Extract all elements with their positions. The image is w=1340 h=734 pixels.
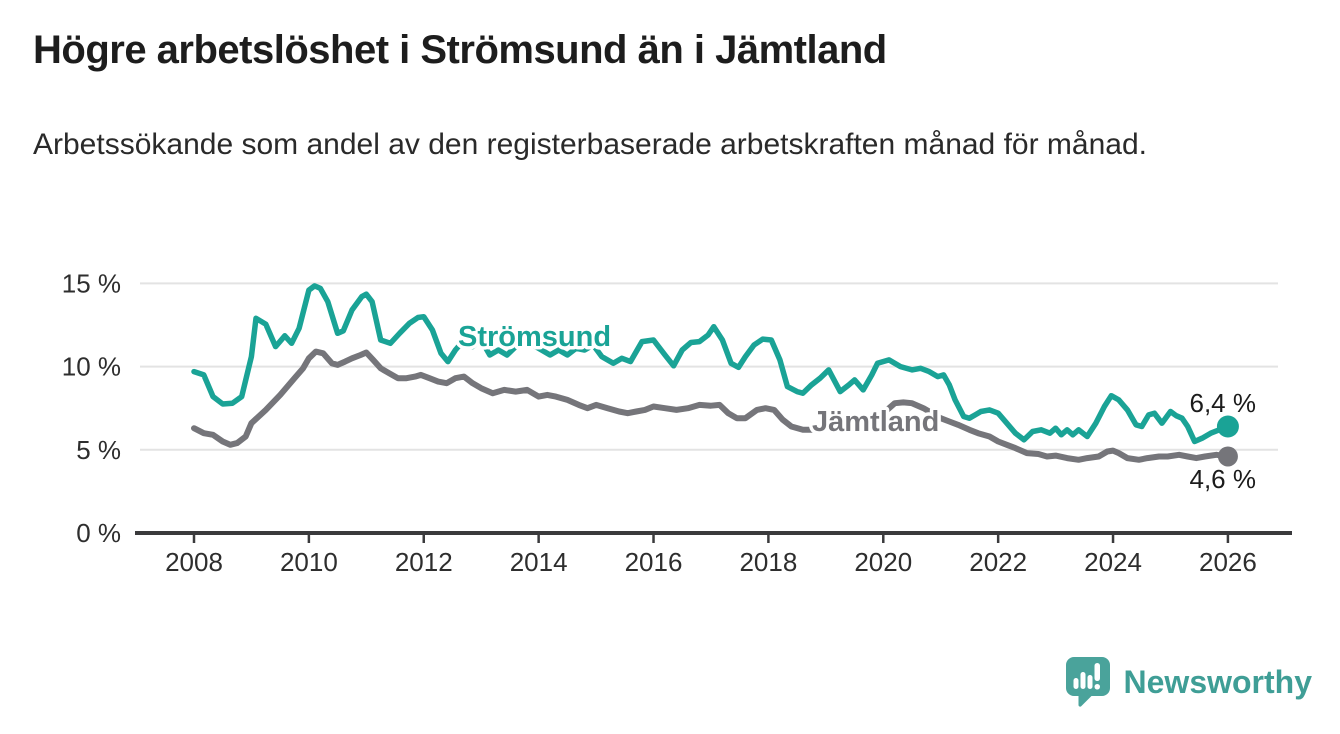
x-axis-tick-label: 2018: [739, 547, 797, 577]
y-axis-tick-label: 0 %: [76, 518, 121, 548]
chart-subtitle: Arbetssökande som andel av den registerb…: [33, 128, 1147, 161]
newsworthy-logo[interactable]: Newsworthy: [1065, 656, 1312, 708]
end-value-stromsund: 6,4 %: [1190, 388, 1257, 418]
labels-layer: Strömsund Jämtland 6,4 % 4,6 %: [455, 318, 1257, 495]
x-axis-tick-label: 2024: [1084, 547, 1142, 577]
series-label-stromsund: Strömsund: [458, 321, 611, 353]
series-line-stromsund: [191, 283, 1231, 445]
y-axis-tick-label: 15 %: [62, 268, 121, 298]
logo-bar-small: [1073, 678, 1079, 689]
logo-exclamation-dot: [1094, 684, 1100, 690]
page-title: Högre arbetslöshet i Strömsund än i Jämt…: [33, 28, 887, 72]
x-axis-tick-label: 2022: [969, 547, 1027, 577]
end-value-jamtland: 4,6 %: [1190, 464, 1257, 494]
newsworthy-logo-icon: [1065, 657, 1110, 707]
x-axis-tick-label: 2012: [395, 547, 453, 577]
series-layer: [191, 283, 1239, 467]
x-axis-tick-label: 2026: [1199, 547, 1257, 577]
y-axis-tick-label: 10 %: [62, 352, 121, 382]
logo-bar-medium: [1080, 672, 1086, 689]
logo-exclamation-bar: [1094, 663, 1100, 681]
x-axis-tick-label: 2014: [510, 547, 568, 577]
newsworthy-wordmark: Newsworthy: [1123, 663, 1312, 700]
series-end-dot-stromsund: [1216, 415, 1239, 438]
y-axis-tick-label: 5 %: [76, 435, 121, 465]
x-axis-tick-label: 2010: [280, 547, 338, 577]
series-line-jamtland: [191, 348, 1231, 463]
series-label-jamtland: Jämtland: [812, 406, 939, 438]
series-end-dot-jamtland: [1217, 446, 1238, 467]
gridlines-layer: [140, 282, 1278, 451]
axis-layer: 0 % 5 % 10 % 15 % 2008 2010 2012 2014 2016 2018 20…: [62, 268, 1292, 577]
x-axis-tick-label: 2020: [854, 547, 912, 577]
logo-bar-tall: [1087, 675, 1093, 689]
x-axis-tick-label: 2016: [625, 547, 683, 577]
x-axis-tick-label: 2008: [165, 547, 223, 577]
